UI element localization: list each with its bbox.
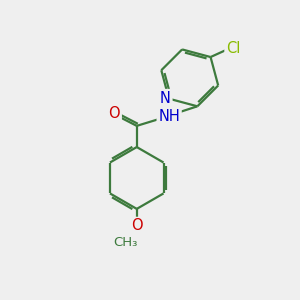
- Text: N: N: [160, 91, 171, 106]
- Text: O: O: [109, 106, 120, 121]
- Text: CH₃: CH₃: [113, 236, 138, 249]
- Text: Cl: Cl: [226, 41, 240, 56]
- Text: O: O: [131, 218, 142, 233]
- Text: NH: NH: [158, 109, 180, 124]
